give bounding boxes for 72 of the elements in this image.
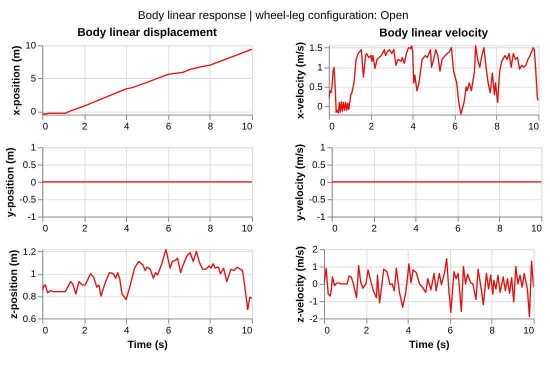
y-tick-label: -2 — [309, 314, 318, 325]
y-tick-label: 5 — [30, 74, 36, 85]
y-tick-label: 1.2 — [22, 246, 36, 258]
x-tick-label: 2 — [364, 325, 370, 336]
x-tick-label: 8 — [208, 122, 214, 132]
y-tick-label: -1 — [316, 212, 326, 223]
chart-title: Body linear velocity — [379, 28, 489, 40]
x-tick-label: 2 — [371, 223, 377, 234]
x-tick-label: 10 — [242, 223, 252, 234]
x-tick-label: 8 — [208, 223, 214, 234]
x-tick-label: 10 — [528, 122, 539, 132]
x-tick-label: 4 — [124, 122, 130, 132]
y-tick-label: 0.5 — [22, 160, 36, 171]
y-tick-label: -0.5 — [19, 194, 36, 206]
x-tick-label: 4 — [410, 122, 416, 132]
y-tick-label: 0 — [312, 279, 318, 290]
y-tick-label: -1 — [28, 212, 36, 223]
x-tick-label: 10 — [242, 325, 252, 336]
x-tick-label: 0 — [329, 122, 335, 132]
y-tick-label: 0.6 — [22, 314, 36, 325]
x-tick-label: 2 — [368, 122, 374, 132]
y-axis-title: y-position (m) — [4, 147, 17, 218]
y-tick-label: 1 — [317, 62, 323, 74]
x-tick-label: 4 — [124, 223, 130, 234]
y-tick-label: -0.5 — [308, 194, 326, 206]
y-axis-title: z-velocity (m/s) — [294, 246, 306, 322]
x-tick-label: 8 — [494, 122, 500, 132]
x-tick-label: 0 — [42, 325, 48, 336]
x-tick-label: 4 — [406, 325, 412, 336]
text: Body linear response | wheel-leg configuration: Open — [138, 10, 408, 22]
y-axis-title: y-velocity (m/s) — [294, 144, 306, 221]
y-tick-label: 0 — [30, 177, 36, 188]
y-tick-label: 1 — [320, 142, 326, 154]
y-tick-label: 1.5 — [309, 43, 323, 54]
y-tick-label: 0 — [30, 106, 36, 118]
y-tick-label: 1 — [30, 142, 36, 154]
chart-title: Body linear displacement — [77, 26, 218, 39]
x-tick-label: 2 — [82, 325, 88, 336]
x-tick-label: 2 — [82, 223, 88, 234]
y-axis-title: x-position (m) — [10, 46, 23, 116]
x-tick-label: 6 — [166, 122, 172, 132]
x-tick-label: 8 — [497, 223, 503, 234]
x-tick-label: 0 — [332, 223, 338, 234]
y-tick-label: 1 — [312, 262, 318, 273]
x-tick-label: 8 — [490, 325, 495, 336]
y-tick-label: -1 — [309, 296, 318, 308]
x-tick-label: 0 — [42, 223, 48, 234]
x-tick-label: 10 — [242, 122, 252, 132]
y-tick-label: 0.5 — [312, 160, 326, 171]
x-tick-label: 0 — [42, 122, 48, 132]
x-tick-label: 4 — [124, 325, 130, 336]
x-axis-title: Time (s) — [127, 338, 168, 351]
x-tick-label: 2 — [82, 122, 88, 132]
x-tick-label: 6 — [166, 223, 172, 234]
y-tick-label: 0.5 — [309, 82, 323, 94]
x-axis-title: Time (s) — [409, 338, 450, 351]
x-tick-label: 10 — [523, 325, 534, 336]
x-tick-label: 6 — [452, 122, 458, 132]
x-tick-label: 8 — [208, 325, 214, 336]
x-tick-label: 6 — [448, 325, 453, 336]
x-tick-label: 6 — [455, 223, 461, 234]
y-tick-label: 0 — [317, 102, 323, 113]
y-axis-title: z-position (m) — [8, 250, 20, 319]
y-tick-label: 0.8 — [22, 291, 36, 302]
x-tick-label: 6 — [166, 325, 172, 336]
x-tick-label: 4 — [413, 223, 420, 234]
y-tick-label: 2 — [312, 244, 318, 256]
y-tick-label: 0 — [320, 177, 326, 188]
y-tick-label: 1 — [30, 269, 36, 280]
y-axis-title: x-velocity (m/s) — [294, 42, 306, 119]
x-tick-label: 10 — [531, 223, 542, 234]
y-tick-label: 10 — [25, 40, 36, 52]
